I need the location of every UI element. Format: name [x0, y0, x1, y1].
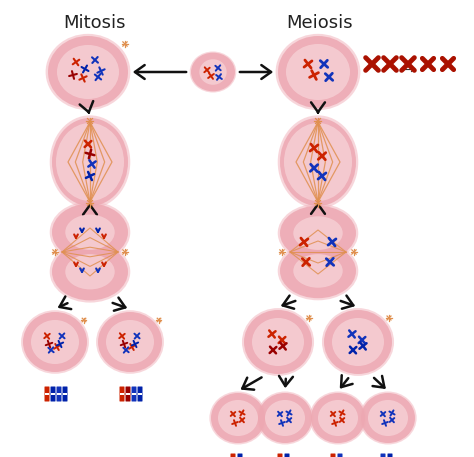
Ellipse shape: [293, 254, 343, 288]
Ellipse shape: [106, 320, 154, 364]
FancyBboxPatch shape: [56, 387, 62, 402]
Ellipse shape: [210, 392, 266, 445]
Ellipse shape: [280, 118, 356, 206]
Ellipse shape: [65, 254, 115, 289]
Ellipse shape: [359, 392, 417, 445]
Ellipse shape: [52, 204, 128, 261]
Ellipse shape: [361, 393, 415, 443]
Bar: [138, 393, 142, 395]
Ellipse shape: [368, 400, 408, 436]
Ellipse shape: [278, 204, 358, 262]
Ellipse shape: [265, 400, 305, 436]
Bar: [132, 393, 136, 395]
Ellipse shape: [256, 392, 314, 445]
FancyBboxPatch shape: [137, 387, 143, 402]
Ellipse shape: [278, 241, 358, 300]
Ellipse shape: [293, 216, 343, 250]
Bar: [51, 393, 55, 395]
Ellipse shape: [21, 310, 89, 374]
FancyBboxPatch shape: [388, 453, 392, 457]
Ellipse shape: [191, 53, 235, 91]
Ellipse shape: [244, 310, 312, 374]
FancyBboxPatch shape: [277, 453, 283, 457]
FancyBboxPatch shape: [119, 387, 125, 402]
Ellipse shape: [242, 308, 314, 376]
Ellipse shape: [332, 318, 384, 366]
Ellipse shape: [280, 244, 356, 298]
Bar: [45, 393, 49, 395]
Bar: [120, 393, 124, 395]
Ellipse shape: [318, 400, 358, 436]
FancyBboxPatch shape: [381, 453, 385, 457]
Ellipse shape: [284, 123, 352, 201]
Ellipse shape: [252, 318, 304, 366]
FancyBboxPatch shape: [51, 387, 55, 402]
Ellipse shape: [275, 34, 360, 110]
Ellipse shape: [50, 241, 130, 303]
Ellipse shape: [190, 52, 237, 92]
Ellipse shape: [286, 44, 350, 100]
FancyBboxPatch shape: [284, 453, 290, 457]
Ellipse shape: [218, 400, 258, 436]
Ellipse shape: [23, 312, 87, 372]
Ellipse shape: [52, 243, 128, 300]
FancyBboxPatch shape: [126, 387, 130, 402]
FancyBboxPatch shape: [45, 387, 49, 402]
FancyBboxPatch shape: [230, 453, 236, 457]
FancyBboxPatch shape: [237, 453, 243, 457]
Bar: [63, 393, 67, 395]
Bar: [57, 393, 61, 395]
Ellipse shape: [322, 308, 394, 376]
Text: Mitosis: Mitosis: [64, 14, 126, 32]
Ellipse shape: [57, 45, 119, 99]
Ellipse shape: [52, 118, 128, 206]
FancyBboxPatch shape: [337, 453, 343, 457]
Ellipse shape: [200, 59, 227, 85]
FancyBboxPatch shape: [63, 387, 67, 402]
Ellipse shape: [98, 312, 162, 372]
FancyBboxPatch shape: [131, 387, 137, 402]
Ellipse shape: [280, 206, 356, 260]
Ellipse shape: [278, 36, 358, 108]
Ellipse shape: [31, 320, 79, 364]
Ellipse shape: [96, 310, 164, 374]
Bar: [126, 393, 130, 395]
Ellipse shape: [48, 36, 128, 108]
Ellipse shape: [65, 215, 115, 250]
Text: Meiosis: Meiosis: [287, 14, 353, 32]
Ellipse shape: [324, 310, 392, 374]
Ellipse shape: [310, 392, 366, 445]
Ellipse shape: [311, 393, 365, 443]
Text: →: →: [404, 64, 414, 76]
Ellipse shape: [46, 34, 130, 110]
FancyBboxPatch shape: [330, 453, 336, 457]
Ellipse shape: [56, 123, 124, 201]
Ellipse shape: [50, 115, 130, 209]
Ellipse shape: [50, 202, 130, 263]
Ellipse shape: [278, 115, 358, 209]
Ellipse shape: [211, 393, 265, 443]
Ellipse shape: [258, 393, 312, 443]
